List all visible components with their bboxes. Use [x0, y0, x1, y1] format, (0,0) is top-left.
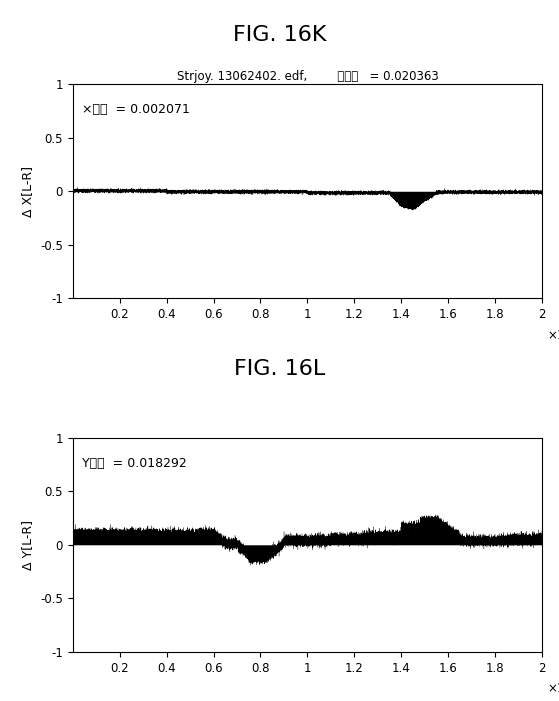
Text: $\times10^4$: $\times10^4$ [547, 326, 559, 343]
Y-axis label: Δ X[L-R]: Δ X[L-R] [21, 165, 35, 217]
Text: FIG. 16L: FIG. 16L [234, 359, 325, 379]
Text: ×分散  = 0.002071: ×分散 = 0.002071 [82, 104, 190, 116]
Y-axis label: Δ Y[L-R]: Δ Y[L-R] [21, 520, 35, 570]
Text: FIG. 16K: FIG. 16K [233, 25, 326, 45]
Text: Y分散  = 0.018292: Y分散 = 0.018292 [82, 457, 187, 470]
Text: $\times10^4$: $\times10^4$ [547, 680, 559, 696]
Title: Strjoy. 13062402. edf,        全分散   = 0.020363: Strjoy. 13062402. edf, 全分散 = 0.020363 [177, 70, 438, 83]
